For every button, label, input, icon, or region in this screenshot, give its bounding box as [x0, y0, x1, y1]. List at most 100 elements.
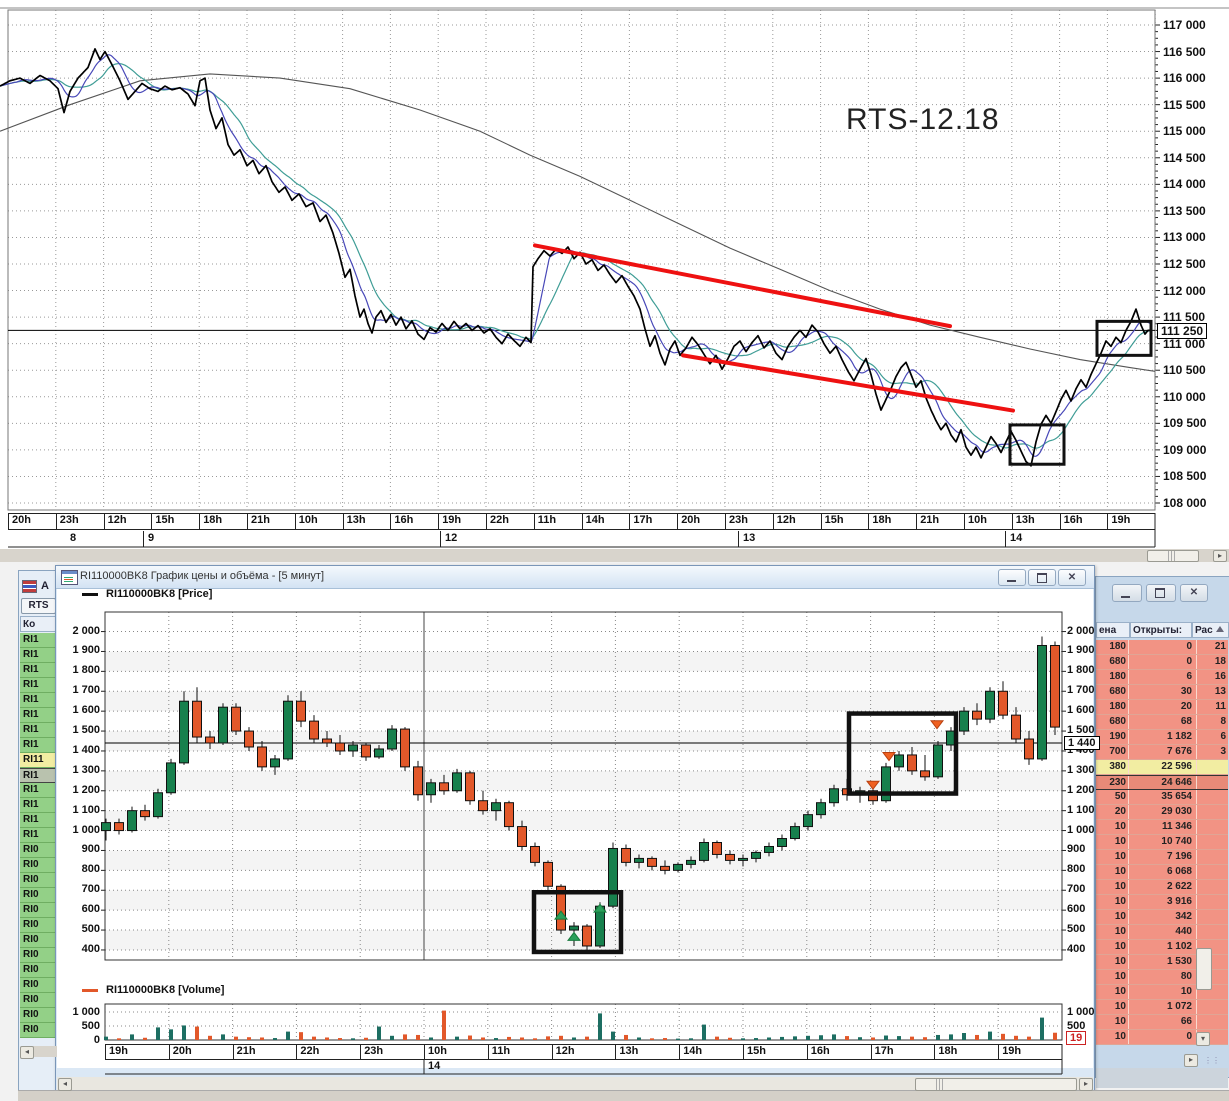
quote-row[interactable]: RI1 [20, 783, 57, 798]
quote-row[interactable]: RI1 [20, 828, 57, 843]
option-row[interactable]: 10 66 [1096, 1015, 1228, 1030]
chart-window-titlebar[interactable] [56, 566, 1094, 589]
hour-cell: 17h [629, 513, 678, 530]
window-hscrollbar-thumb[interactable] [915, 1078, 1077, 1091]
day-label: 13 [743, 532, 756, 544]
quote-row[interactable]: RI0 [20, 918, 57, 933]
window-hscrollbar[interactable] [57, 1077, 1093, 1090]
option-row[interactable]: 380 22 596 [1096, 760, 1228, 775]
day-separator [738, 531, 739, 547]
quote-row[interactable]: RI1 [20, 813, 57, 828]
resize-grip-icon[interactable]: ⋮⋮ [1204, 1056, 1220, 1065]
option-row[interactable]: 10 1 072 [1096, 1000, 1228, 1015]
option-row[interactable]: 10 10 [1096, 985, 1228, 1000]
panel-minimize-button[interactable] [1112, 584, 1142, 602]
option-row[interactable]: 20 29 030 [1096, 805, 1228, 820]
quotes-panel-title: А [41, 580, 49, 592]
quote-row[interactable]: RI0 [20, 993, 57, 1008]
panel-close-button[interactable] [1180, 584, 1208, 602]
price-cell: 10 [1114, 851, 1126, 862]
window-restore-button[interactable] [1028, 569, 1056, 586]
quote-row[interactable]: RI0 [20, 1008, 57, 1023]
quote-row[interactable]: RI1 [20, 678, 57, 693]
top-hscrollbar-right-arrow-icon[interactable]: ▸ [1213, 550, 1227, 562]
quote-row[interactable]: RI0 [20, 1023, 57, 1038]
quote-row[interactable]: RI1 [20, 693, 57, 708]
option-row[interactable]: 180 0 21 [1096, 640, 1228, 655]
calc-cell: 11 [1215, 701, 1226, 712]
price-tick-label: 700 [81, 883, 100, 896]
quote-row[interactable]: RI1 [20, 648, 57, 663]
price-tick-label: 1 800 [1067, 664, 1095, 677]
quote-row[interactable]: RI0 [20, 888, 57, 903]
quotes-hscrollbar[interactable] [33, 1046, 57, 1057]
window-scroll-right-icon[interactable]: ▸ [1079, 1078, 1093, 1091]
top-hscrollbar-thumb[interactable] [1147, 550, 1199, 562]
top-hscrollbar[interactable] [0, 549, 1229, 562]
futures-chart-panel[interactable] [0, 0, 1229, 562]
quote-row[interactable]: RI1 [20, 663, 57, 678]
quote-row[interactable]: RI11 [20, 753, 57, 768]
window-close-button[interactable] [1058, 569, 1086, 586]
col-header-open[interactable]: Открыты: [1130, 622, 1192, 638]
quote-row[interactable]: RI0 [20, 843, 57, 858]
open-interest-cell: 342 [1175, 911, 1192, 922]
tab-rts[interactable]: RTS [21, 598, 56, 614]
quote-row[interactable]: RI0 [20, 858, 57, 873]
window-scroll-left-icon[interactable]: ◂ [58, 1078, 72, 1091]
option-row[interactable]: 180 6 16 [1096, 670, 1228, 685]
option-row[interactable]: 680 0 18 [1096, 655, 1228, 670]
quotes-col-header[interactable]: Ко [20, 616, 57, 632]
quote-row[interactable]: RI1 [20, 633, 57, 648]
option-row[interactable]: 680 68 8 [1096, 715, 1228, 730]
open-interest-cell: 7 676 [1166, 746, 1192, 757]
quote-row[interactable]: RI0 [20, 978, 57, 993]
option-row[interactable]: 10 3 916 [1096, 895, 1228, 910]
hour-cell: 16h [390, 513, 439, 530]
option-row[interactable]: 680 30 13 [1096, 685, 1228, 700]
option-row[interactable]: 700 7 676 3 [1096, 745, 1228, 760]
option-row[interactable]: 10 7 196 [1096, 850, 1228, 865]
option-row[interactable]: 10 1 530 [1096, 955, 1228, 970]
price-tick-label: 1 400 [72, 743, 100, 756]
option-row[interactable]: 10 0 [1096, 1030, 1228, 1045]
option-row[interactable]: 10 440 [1096, 925, 1228, 940]
options-scroll-down-icon[interactable]: ▾ [1196, 1032, 1210, 1046]
options-scroll-right-icon[interactable]: ▸ [1184, 1054, 1198, 1067]
price-cell: 380 [1109, 761, 1126, 772]
option-row[interactable]: 10 1 102 [1096, 940, 1228, 955]
option-row[interactable]: 10 342 [1096, 910, 1228, 925]
price-cell: 180 [1109, 701, 1126, 712]
volume-tick-label: 500 [1067, 1020, 1086, 1032]
quote-row[interactable]: RI1 [20, 708, 57, 723]
options-vscrollbar-thumb[interactable] [1196, 948, 1212, 990]
option-row[interactable]: 190 1 182 6 [1096, 730, 1228, 745]
open-interest-cell: 80 [1180, 971, 1192, 982]
option-row[interactable]: 10 10 740 [1096, 835, 1228, 850]
quote-row[interactable]: RI0 [20, 948, 57, 963]
hour-cell: 10h [424, 1044, 488, 1060]
option-row[interactable]: 180 20 11 [1096, 700, 1228, 715]
sort-asc-icon[interactable] [1216, 626, 1224, 632]
panel-restore-button[interactable] [1146, 584, 1176, 602]
price-cell: 680 [1109, 716, 1126, 727]
option-row[interactable]: 10 11 346 [1096, 820, 1228, 835]
option-row[interactable]: 10 2 622 [1096, 880, 1228, 895]
quote-row[interactable]: RI0 [20, 903, 57, 918]
hour-cell: 20h [8, 513, 56, 530]
quote-row[interactable]: RI1 [20, 738, 57, 753]
calc-cell: 13 [1214, 686, 1226, 697]
option-row[interactable]: 10 6 068 [1096, 865, 1228, 880]
quotes-scroll-left-icon[interactable]: ◂ [20, 1046, 34, 1059]
option-row[interactable]: 50 35 654 [1096, 790, 1228, 805]
quote-row[interactable]: RI1 [20, 798, 57, 813]
chart-window-body[interactable] [57, 588, 1093, 1068]
option-row[interactable]: 230 24 646 [1096, 775, 1228, 790]
quote-row[interactable]: RI1 [20, 723, 57, 738]
quote-row[interactable]: RI1 [20, 768, 57, 783]
col-header-price[interactable]: ена [1096, 622, 1130, 638]
window-minimize-button[interactable] [998, 569, 1026, 586]
quote-row[interactable]: RI0 [20, 963, 57, 978]
quote-row[interactable]: RI0 [20, 873, 57, 888]
quote-row[interactable]: RI0 [20, 933, 57, 948]
